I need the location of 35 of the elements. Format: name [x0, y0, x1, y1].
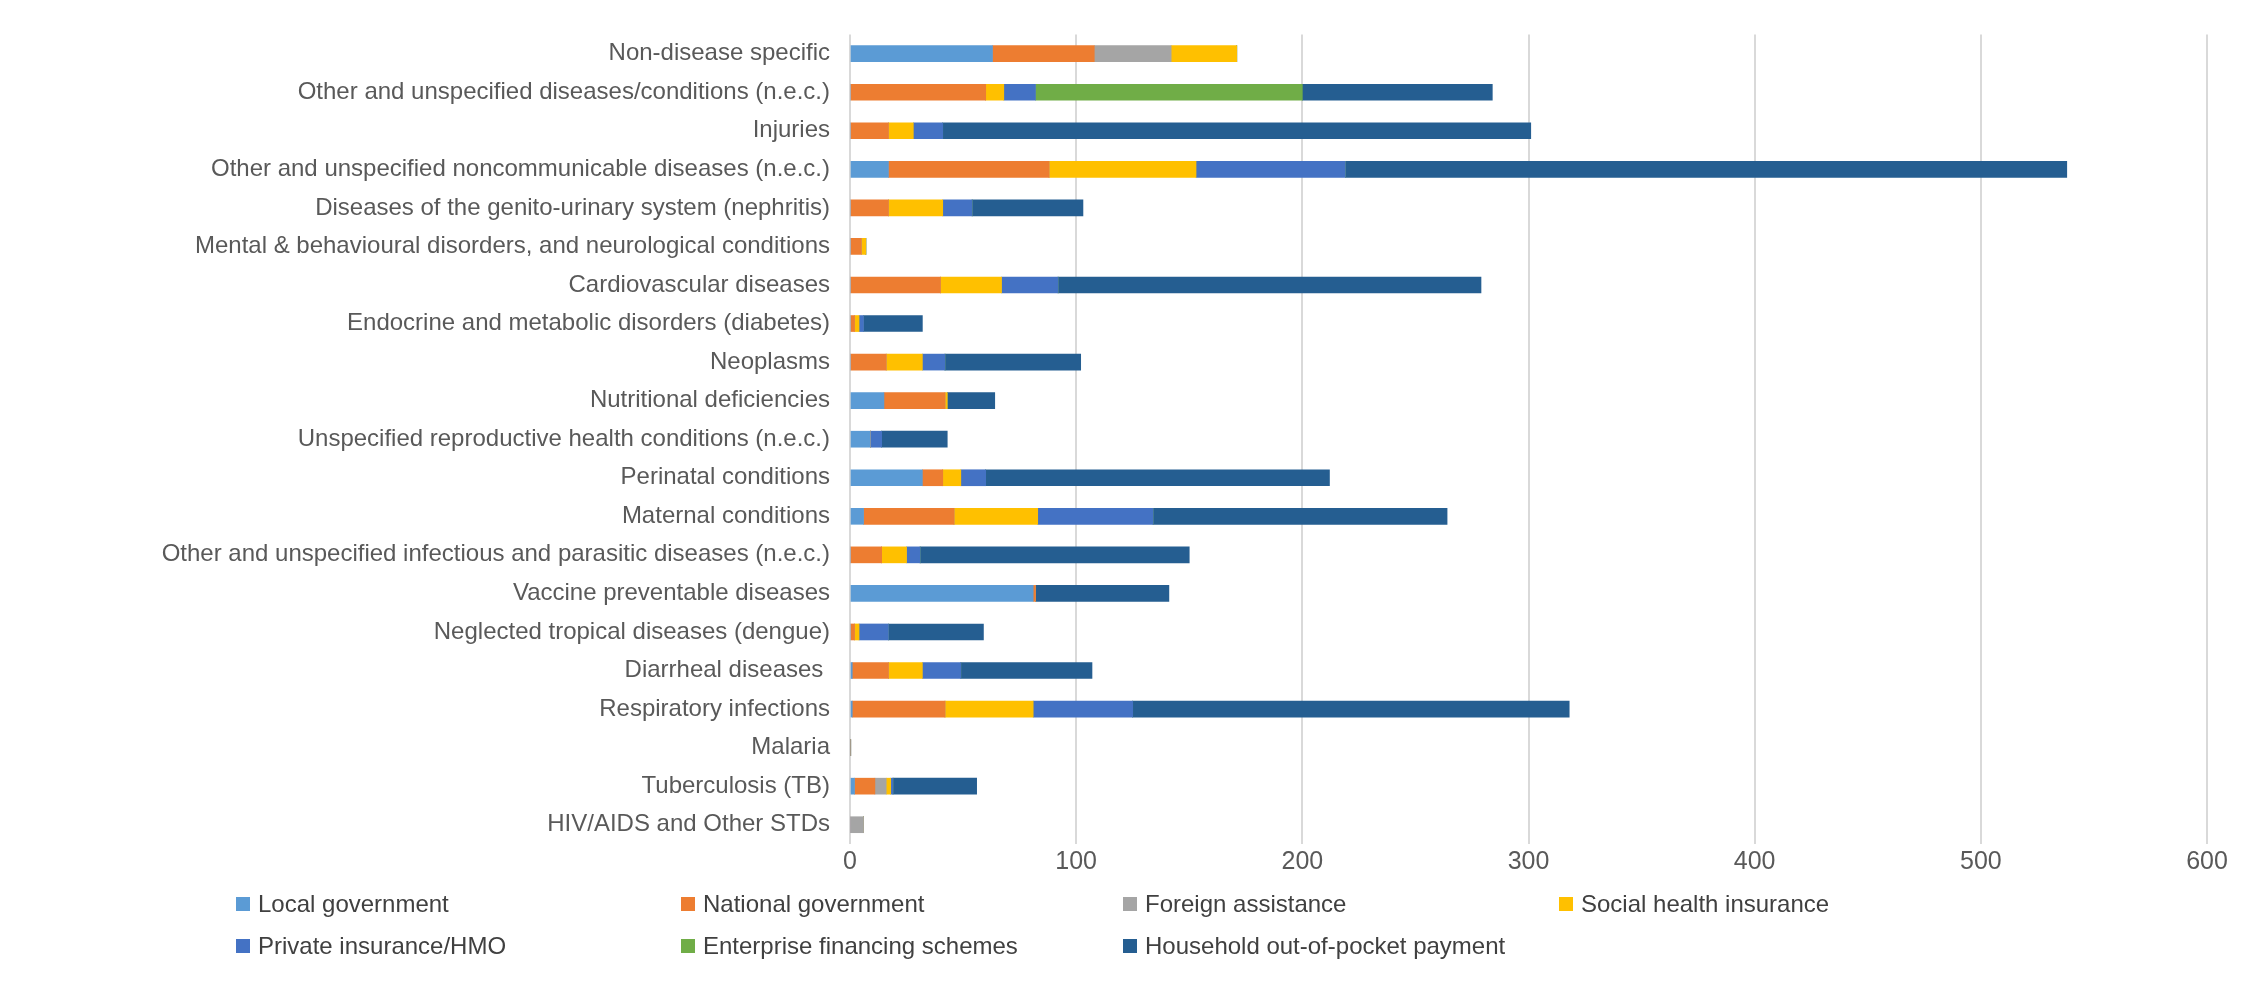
y-tick-label: Cardiovascular diseases	[568, 269, 830, 297]
legend-label: Private insurance/HMO	[258, 932, 507, 960]
y-tick-label: Perinatal conditions	[620, 462, 830, 490]
x-tick-label: 500	[1959, 845, 2002, 874]
legend-label: National government	[703, 890, 925, 918]
legend-label: Foreign assistance	[1145, 890, 1347, 918]
y-tick-label: Mental & behavioural disorders, and neurological conditions	[194, 231, 830, 259]
y-tick-label: Injuries	[752, 115, 830, 143]
y-tick-label: Diarrheal diseases	[624, 655, 830, 683]
y-tick-label: Other and unspecified infectious and parasitic diseases (n.e.c.)	[161, 539, 830, 567]
legend-label: Local government	[258, 890, 449, 918]
y-tick-label: Other and unspecified diseases/conditions (n.e.c.)	[297, 76, 830, 104]
y-tick-label: Neoplasms	[709, 346, 830, 374]
y-tick-label: Nutritional deficiencies	[589, 385, 830, 413]
y-tick-label: Maternal conditions	[621, 500, 830, 528]
x-tick-label: 100	[1055, 845, 1098, 874]
y-tick-label: Malaria	[751, 732, 831, 760]
legend-label: Enterprise financing schemes	[703, 932, 1018, 960]
x-tick-label: 600	[2186, 845, 2228, 874]
y-tick-label: Vaccine preventable diseases	[512, 578, 830, 606]
legend-label: Household out-of-pocket payment	[1145, 932, 1506, 960]
y-tick-label: Other and unspecified noncommunicable diseases (n.e.c.)	[210, 153, 830, 181]
y-tick-label: Neglected tropical diseases (dengue)	[433, 616, 830, 644]
x-tick-label: 400	[1733, 845, 1776, 874]
y-tick-label: Non-disease specific	[608, 38, 830, 66]
legend-label: Social health insurance	[1581, 890, 1830, 918]
y-tick-label: Unspecified reproductive health conditions (n.e.c.)	[297, 423, 830, 451]
x-tick-label: 200	[1281, 845, 1324, 874]
y-tick-label: Respiratory infections	[599, 693, 830, 721]
y-tick-label: Tuberculosis (TB)	[641, 770, 830, 798]
y-tick-label: HIV/AIDS and Other STDs	[547, 809, 830, 837]
y-tick-label: Diseases of the genito-urinary system (nephritis)	[315, 192, 830, 220]
x-tick-label: 300	[1507, 845, 1550, 874]
y-tick-label: Endocrine and metabolic disorders (diabetes)	[347, 308, 830, 336]
x-tick-label: 0	[843, 845, 857, 874]
